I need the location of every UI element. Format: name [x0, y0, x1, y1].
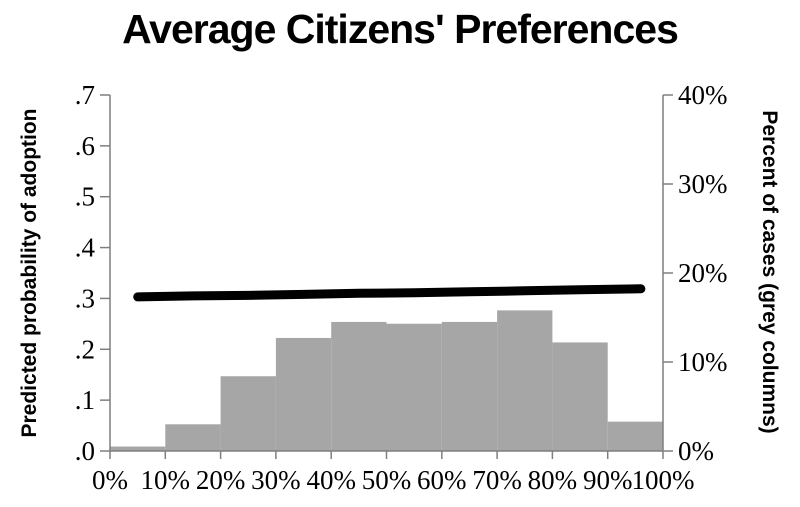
right-axis-tick-label: 20%: [678, 258, 728, 288]
right-axis-tick-label: 40%: [678, 80, 728, 110]
x-axis-tick-label: 90%: [583, 465, 633, 495]
left-axis-tick-label: .0: [75, 436, 95, 466]
left-axis-tick-label: .3: [75, 283, 95, 313]
right-axis-tick-label: 10%: [678, 347, 728, 377]
histogram-bar: [110, 446, 166, 451]
histogram-bar: [275, 337, 332, 451]
histogram-bar: [497, 310, 553, 451]
histogram-bar: [441, 321, 498, 451]
x-axis-tick-label: 100%: [632, 465, 695, 495]
left-axis-tick-label: .4: [75, 233, 96, 263]
left-axis-tick-label: .6: [75, 131, 95, 161]
x-axis-tick-label: 40%: [306, 465, 356, 495]
x-axis-tick-label: 80%: [528, 465, 578, 495]
histogram-bar: [331, 321, 387, 451]
prediction-line: [133, 284, 646, 302]
histogram-bar: [607, 421, 663, 451]
x-axis-tick-label: 20%: [196, 465, 246, 495]
histogram-bar: [165, 424, 221, 451]
chart-title: Average Citizens' Preferences: [122, 6, 679, 52]
x-axis-tick-label: 10%: [141, 465, 191, 495]
left-axis-tick-label: .5: [75, 182, 95, 212]
right-axis-tick-label: 0%: [678, 436, 714, 466]
x-axis-tick-label: 0%: [92, 465, 128, 495]
x-axis-tick-label: 60%: [417, 465, 467, 495]
histogram-bar: [220, 376, 276, 451]
histogram-bar: [386, 323, 442, 451]
left-axis-tick-label: .2: [75, 334, 95, 364]
left-axis-tick-label: .1: [75, 385, 95, 415]
right-axis-tick-label: 30%: [678, 169, 728, 199]
x-axis-tick-label: 70%: [472, 465, 522, 495]
x-axis-tick-label: 50%: [362, 465, 412, 495]
histogram-bar: [552, 342, 608, 451]
left-axis-tick-label: .7: [75, 80, 95, 110]
x-axis-tick-label: 30%: [251, 465, 301, 495]
